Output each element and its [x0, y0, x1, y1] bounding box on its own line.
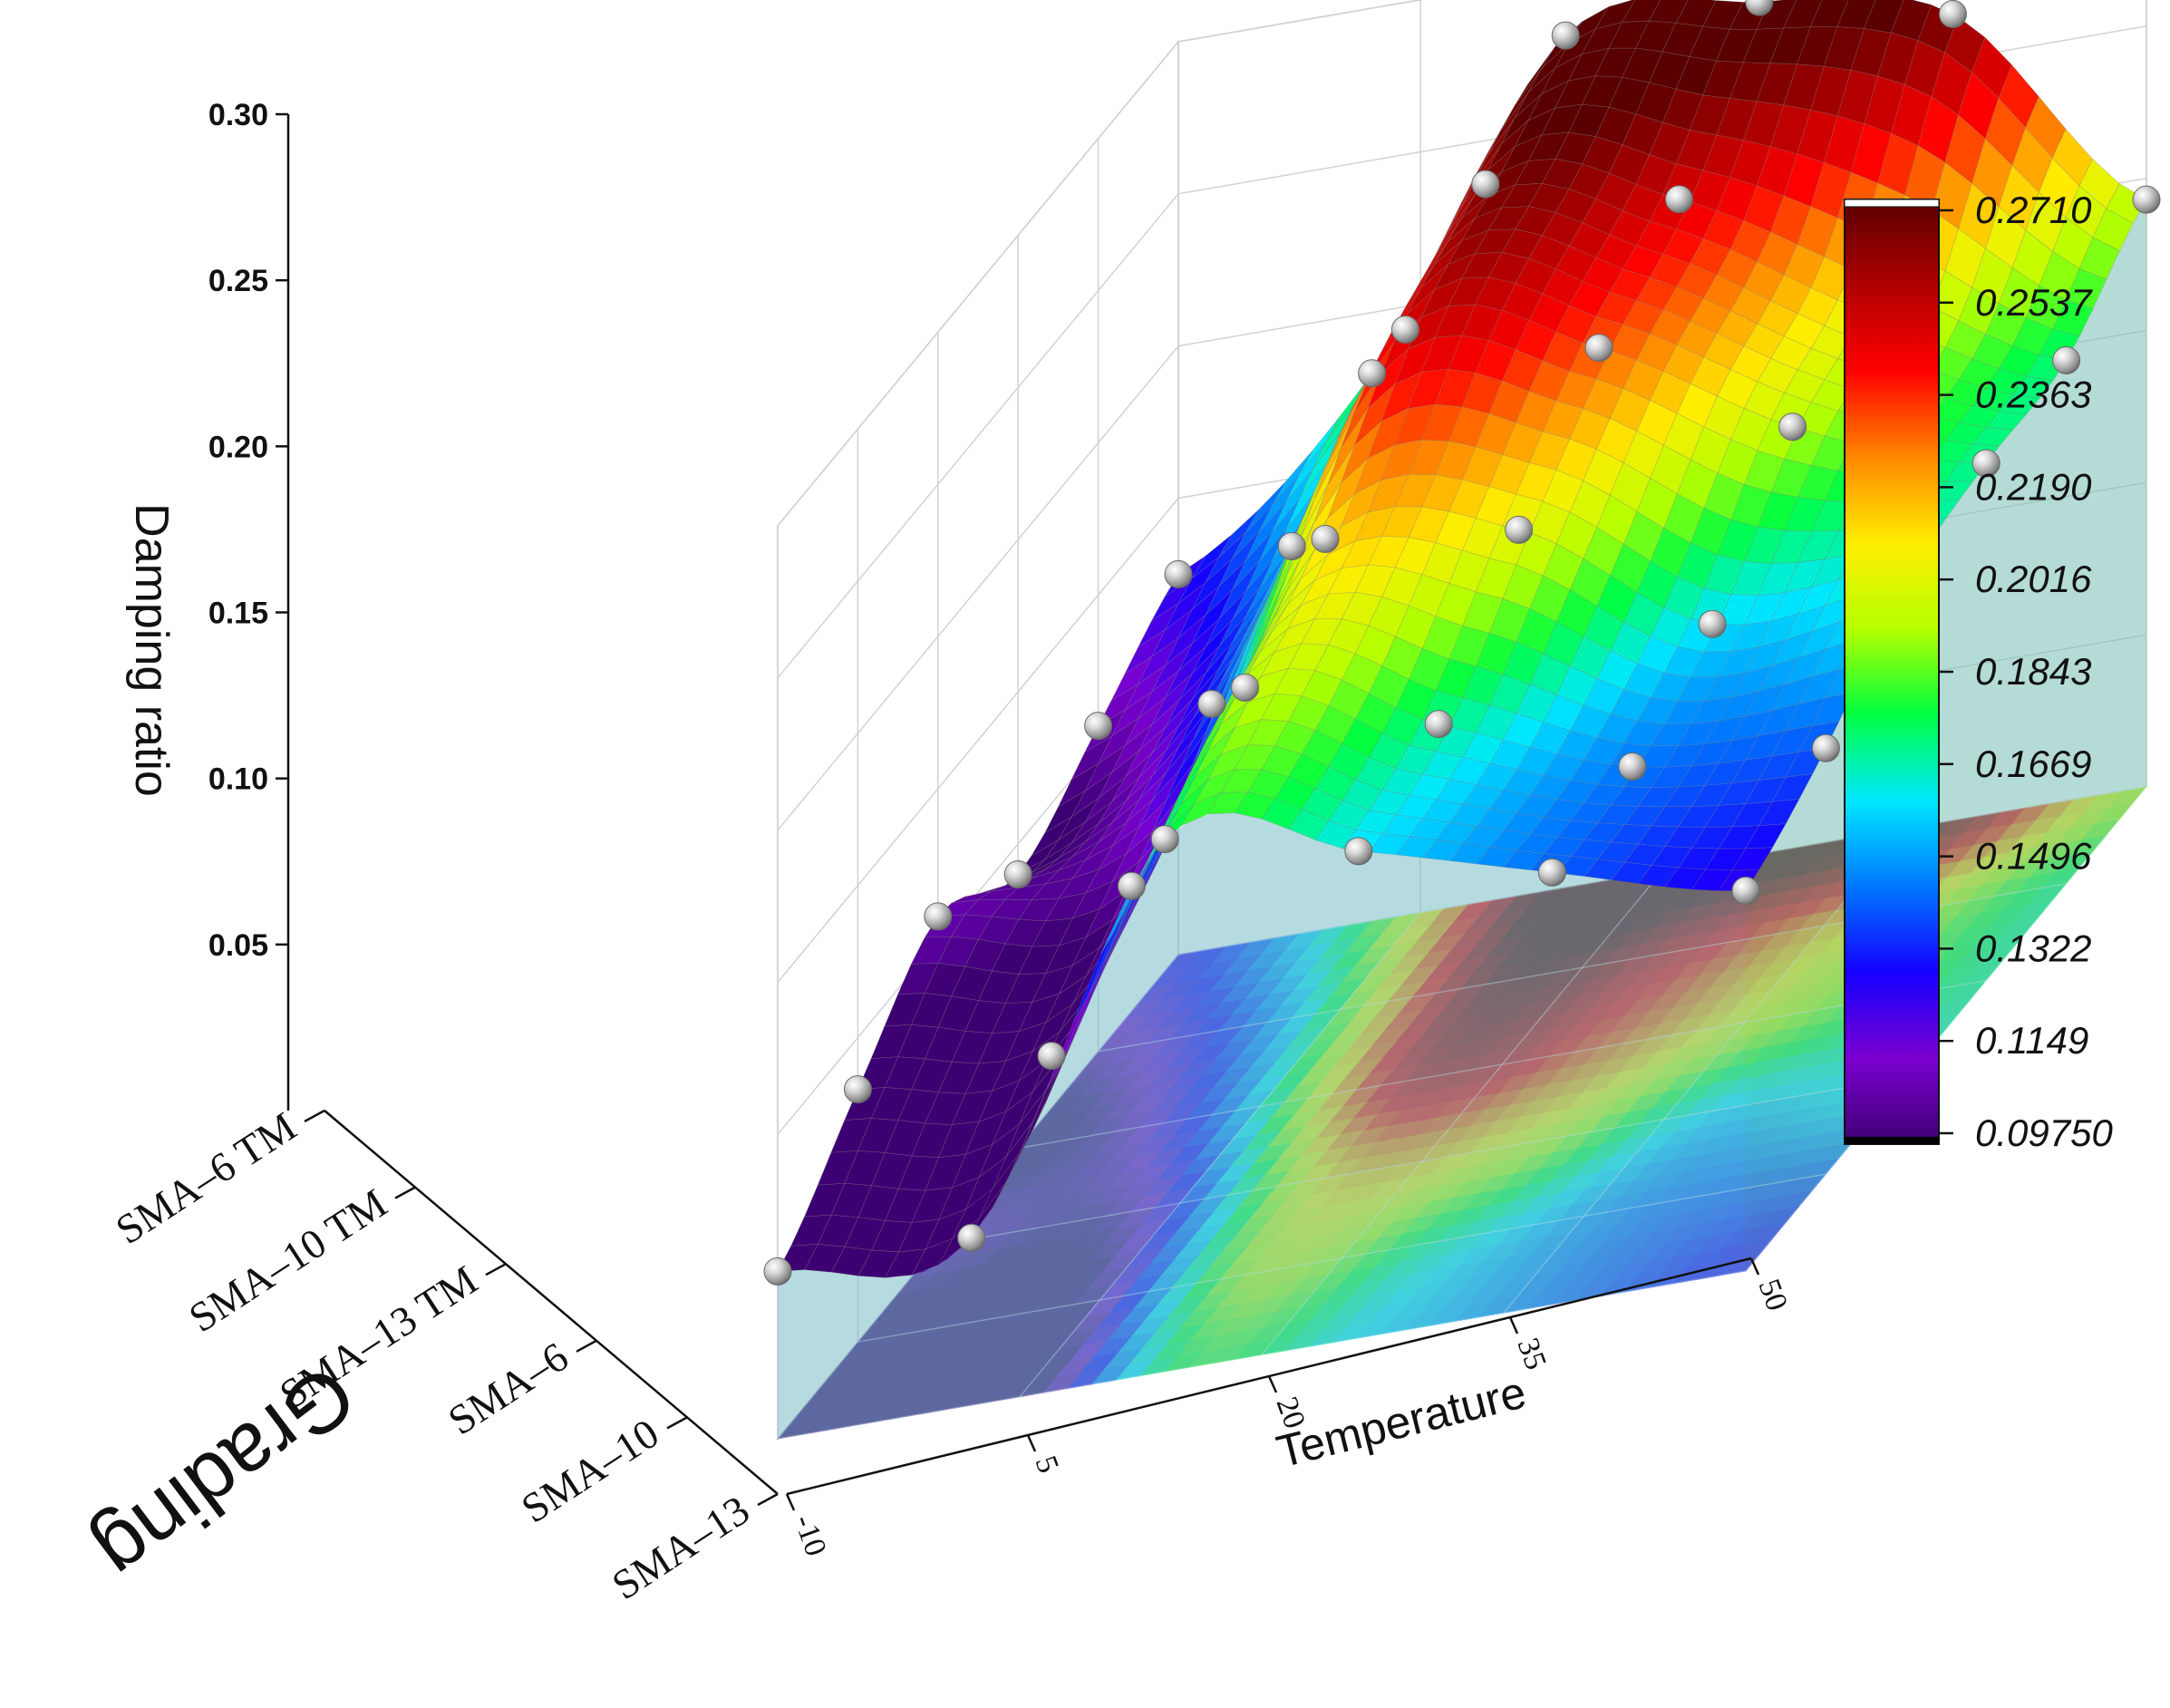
z-axis-title: Damping ratio: [125, 503, 178, 797]
colorbar-tick-label: 0.09750: [1975, 1111, 2113, 1154]
colorbar-tick-label: 0.2190: [1975, 465, 2092, 508]
data-point: [1731, 876, 1760, 905]
data-point: [1471, 170, 1500, 199]
temperature-tick-label: 5: [1028, 1451, 1065, 1478]
data-point: [1811, 733, 1840, 762]
data-point: [1778, 412, 1807, 442]
grading-tick-label: SMA–10: [513, 1410, 666, 1532]
colorbar-tick-label: 0.1322: [1975, 927, 2091, 969]
temperature-tick-label: 50: [1751, 1275, 1793, 1315]
data-point: [1164, 559, 1193, 588]
grading-tick-label: SMA–13: [604, 1487, 757, 1609]
data-point: [1664, 185, 1693, 214]
data-point: [2052, 345, 2081, 374]
colorbar-cap-bottom: [1845, 1137, 1939, 1144]
surface-cell: [1594, 0, 1636, 30]
front-curtain: [778, 812, 1746, 1439]
temperature-tick-label: -10: [787, 1510, 832, 1560]
colorbar-tick-label: 0.2363: [1975, 374, 2091, 416]
data-point: [1277, 532, 1306, 561]
colorbar-tick-label: 0.1843: [1975, 650, 2091, 693]
data-point: [1537, 858, 1566, 887]
data-point: [2132, 185, 2161, 214]
data-point: [1150, 825, 1179, 854]
z-tick-label: 0.10: [208, 762, 268, 797]
z-tick-label: 0.30: [208, 98, 268, 132]
colorbar-gradient: [1844, 199, 1940, 1145]
data-point: [843, 1075, 872, 1104]
surface-cell: [1836, 0, 1876, 29]
colorbar-tick-label: 0.1669: [1975, 742, 2091, 785]
temperature-tick: [1026, 1434, 1037, 1452]
data-point: [1505, 515, 1534, 544]
grading-tick-label: SMA–6 TM: [108, 1103, 305, 1254]
data-point: [924, 902, 953, 931]
data-point: [1390, 315, 1419, 345]
z-tick-label: 0.25: [208, 264, 268, 298]
surface-cell: [1809, 0, 1849, 28]
grading-tick: [666, 1416, 688, 1430]
data-point: [1584, 334, 1613, 363]
data-point: [1745, 0, 1774, 16]
colorbar-cap-top: [1844, 199, 1940, 208]
data-point: [1037, 1042, 1066, 1071]
grading-axis-line: [324, 1110, 779, 1495]
data-point: [1344, 837, 1373, 866]
temperature-tick: [1508, 1316, 1519, 1334]
z-tick-label: 0.05: [208, 928, 268, 963]
grading-tick: [304, 1109, 325, 1123]
temperature-axis-title: Temperature: [1272, 1366, 1531, 1477]
data-point: [1698, 609, 1727, 638]
grading-tick: [576, 1339, 597, 1353]
data-point: [1551, 21, 1580, 50]
grading-tick: [757, 1492, 779, 1507]
grading-axis-title: Grading: [79, 1347, 372, 1599]
data-point: [763, 1257, 792, 1286]
data-point: [1084, 712, 1113, 741]
temperature-tick: [785, 1493, 796, 1511]
data-point: [957, 1223, 986, 1252]
colorbar-tick-label: 0.2537: [1975, 281, 2093, 324]
data-point: [1938, 0, 1967, 28]
data-point: [1231, 673, 1260, 702]
data-point: [1618, 752, 1647, 781]
grading-tick-label: SMA–6: [440, 1333, 576, 1443]
colorbar-tick-label: 0.2016: [1975, 558, 2092, 600]
data-point: [1358, 359, 1387, 388]
data-point: [1003, 860, 1032, 888]
data-point: [1311, 525, 1340, 553]
temperature-tick: [1267, 1375, 1278, 1393]
data-point: [1117, 871, 1146, 900]
data-point: [1197, 689, 1226, 718]
surface-cell: [1783, 0, 1823, 29]
colorbar-tick-label: 0.1149: [1975, 1019, 2088, 1062]
grading-tick: [485, 1263, 507, 1276]
surface-cell: [2078, 237, 2120, 280]
surface-cell: [1999, 393, 2040, 415]
temperature-tick: [1749, 1257, 1760, 1276]
grading-tick: [394, 1186, 416, 1199]
data-point: [1971, 449, 2000, 478]
surface-cell: [1985, 411, 2028, 431]
surface-cell: [1864, 0, 1904, 34]
z-tick-label: 0.15: [208, 597, 268, 631]
z-tick-label: 0.20: [208, 430, 268, 464]
data-point: [1424, 710, 1453, 739]
grading-tick-label: SMA–10 TM: [180, 1179, 394, 1341]
colorbar-tick-label: 0.2710: [1975, 189, 2092, 231]
colorbar: 0.2710 0.2537 0.2363 0.2190 0.2016 0.1843 0.16…: [1844, 189, 2113, 1154]
colorbar-tick-label: 0.1496: [1975, 835, 2092, 878]
